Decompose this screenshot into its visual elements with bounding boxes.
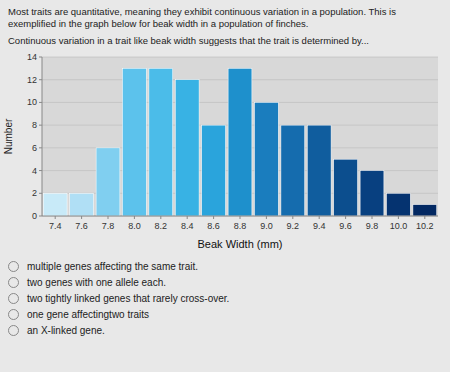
x-tick-label: 7.6	[75, 221, 88, 231]
option-text: an X-linked gene.	[27, 325, 105, 336]
bar	[149, 68, 173, 216]
x-tick-label: 9.8	[366, 221, 379, 231]
bar	[255, 102, 279, 216]
bar	[281, 125, 305, 216]
y-tick-label: 2	[32, 188, 37, 198]
x-tick-label: 8.2	[155, 221, 168, 231]
y-tick-label: 10	[27, 97, 37, 107]
option: an X-linked gene.	[8, 322, 442, 338]
question: Continuous variation in a trait like bea…	[8, 35, 442, 47]
option: two tightly linked genes that rarely cro…	[8, 290, 442, 306]
option-text: one gene affectingtwo traits	[27, 309, 149, 320]
bar	[307, 125, 331, 216]
x-axis-label: Beak Width (mm)	[198, 238, 283, 250]
grid-line	[42, 216, 438, 217]
bars	[43, 68, 436, 216]
y-tick-label: 8	[32, 120, 37, 130]
x-tick-label: 10.0	[390, 221, 408, 231]
bar	[360, 171, 384, 216]
y-tick-label: 14	[27, 52, 37, 62]
header: Most traits are quantitative, meaning th…	[0, 0, 450, 49]
options: multiple genes affecting the same trait.…	[0, 258, 450, 338]
plot-background	[42, 57, 438, 216]
x-tick-label: 9.0	[260, 221, 273, 231]
option-text: multiple genes affecting the same trait.	[27, 261, 198, 272]
radio-circle	[8, 277, 19, 288]
y-tick-label: 12	[27, 75, 37, 85]
radio-circle	[8, 261, 19, 272]
x-tick-label: 9.4	[313, 221, 326, 231]
bar	[175, 80, 199, 216]
x-axis-line	[42, 216, 438, 217]
bar	[70, 193, 94, 216]
y-tick-label: 6	[32, 143, 37, 153]
bar	[202, 125, 226, 216]
x-tick-label: 9.2	[287, 221, 300, 231]
option: one gene affectingtwo traits	[8, 306, 442, 322]
x-tick-label: 8.0	[128, 221, 141, 231]
option: multiple genes affecting the same trait.	[8, 258, 442, 274]
chart: 0 2 4 6 8 10 12 14 7.4 7.6 7.8 8.0 8.2 8.4 8.6 8.8 9.0 9.…	[0, 49, 450, 254]
bar	[387, 193, 411, 216]
x-tick-label: 8.4	[181, 221, 194, 231]
x-tick-label: 7.8	[102, 221, 115, 231]
radio-circle	[8, 325, 19, 336]
x-tick-label: 8.8	[234, 221, 247, 231]
bar	[413, 205, 437, 216]
x-tick-label: 9.6	[339, 221, 352, 231]
y-tick-label: 0	[32, 211, 37, 221]
x-tick-label: 7.4	[49, 221, 62, 231]
grid-line	[42, 57, 438, 58]
radio-circle	[8, 293, 19, 304]
x-tick-label: 10.2	[416, 221, 434, 231]
radio-circle	[8, 309, 19, 320]
y-tick-label: 4	[32, 166, 37, 176]
y-axis-line	[42, 57, 43, 216]
bar	[228, 68, 252, 216]
y-axis-label: Number	[3, 118, 14, 154]
option: two genes with one allele each.	[8, 274, 442, 290]
header-line: exemplified in the graph below for beak …	[8, 18, 442, 30]
header-line: Most traits are quantitative, meaning th…	[8, 6, 442, 18]
bar	[96, 148, 120, 216]
x-tick-label: 8.6	[207, 221, 220, 231]
option-text: two genes with one allele each.	[27, 277, 166, 288]
bar	[123, 68, 147, 216]
option-text: two tightly linked genes that rarely cro…	[27, 293, 229, 304]
bar	[334, 159, 358, 216]
bar	[43, 193, 67, 216]
